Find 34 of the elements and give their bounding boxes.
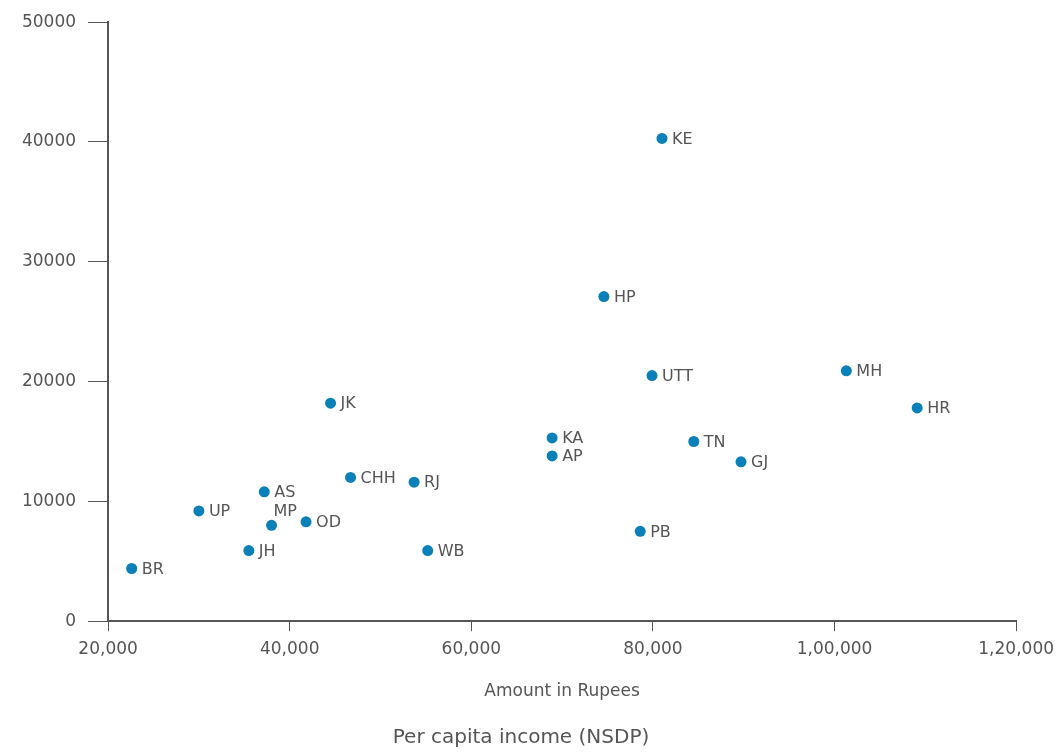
x-axis-title: Amount in Rupees — [484, 680, 641, 701]
annotation: HP — [613, 286, 636, 306]
y-tick-label: 0 — [65, 609, 77, 630]
y-tick-label: 50000 — [21, 10, 77, 31]
annotation: GJ — [751, 452, 769, 472]
annotation: KE — [672, 128, 693, 148]
annotation: TN — [702, 431, 726, 451]
x-tick-label: 80,000 — [623, 637, 683, 658]
annotation: PB — [650, 521, 671, 541]
annotation: CHH — [360, 467, 396, 487]
x-tick-label: 60,000 — [441, 637, 502, 658]
y-tick-label: 30000 — [21, 250, 77, 271]
annotation: JH — [257, 540, 276, 560]
annotation: UP — [208, 501, 231, 521]
annotation: OD — [316, 511, 341, 531]
annotation: JK — [339, 393, 357, 413]
x-tick-label: 40,000 — [259, 637, 320, 658]
y-tick-label: 40000 — [21, 130, 77, 151]
annotation: MH — [856, 360, 883, 380]
annotation: MP — [273, 500, 298, 520]
annotation: RJ — [424, 472, 440, 492]
y-tick-label: 10000 — [21, 489, 77, 510]
annotation: AS — [274, 481, 296, 501]
x-tick-label: 1,00,000 — [796, 637, 873, 658]
x-tick-label: 1,20,000 — [978, 637, 1054, 658]
annotation: UTT — [662, 365, 694, 385]
annotation: HR — [927, 398, 951, 418]
text: Per capita income (NSDP) — [392, 724, 650, 749]
x-tick-label: 20,000 — [78, 637, 138, 658]
annotation: KA — [562, 428, 584, 448]
annotation: BR — [141, 558, 164, 578]
y-tick-label: 20000 — [21, 370, 77, 391]
annotation: AP — [562, 446, 584, 466]
annotation: WB — [437, 540, 465, 560]
